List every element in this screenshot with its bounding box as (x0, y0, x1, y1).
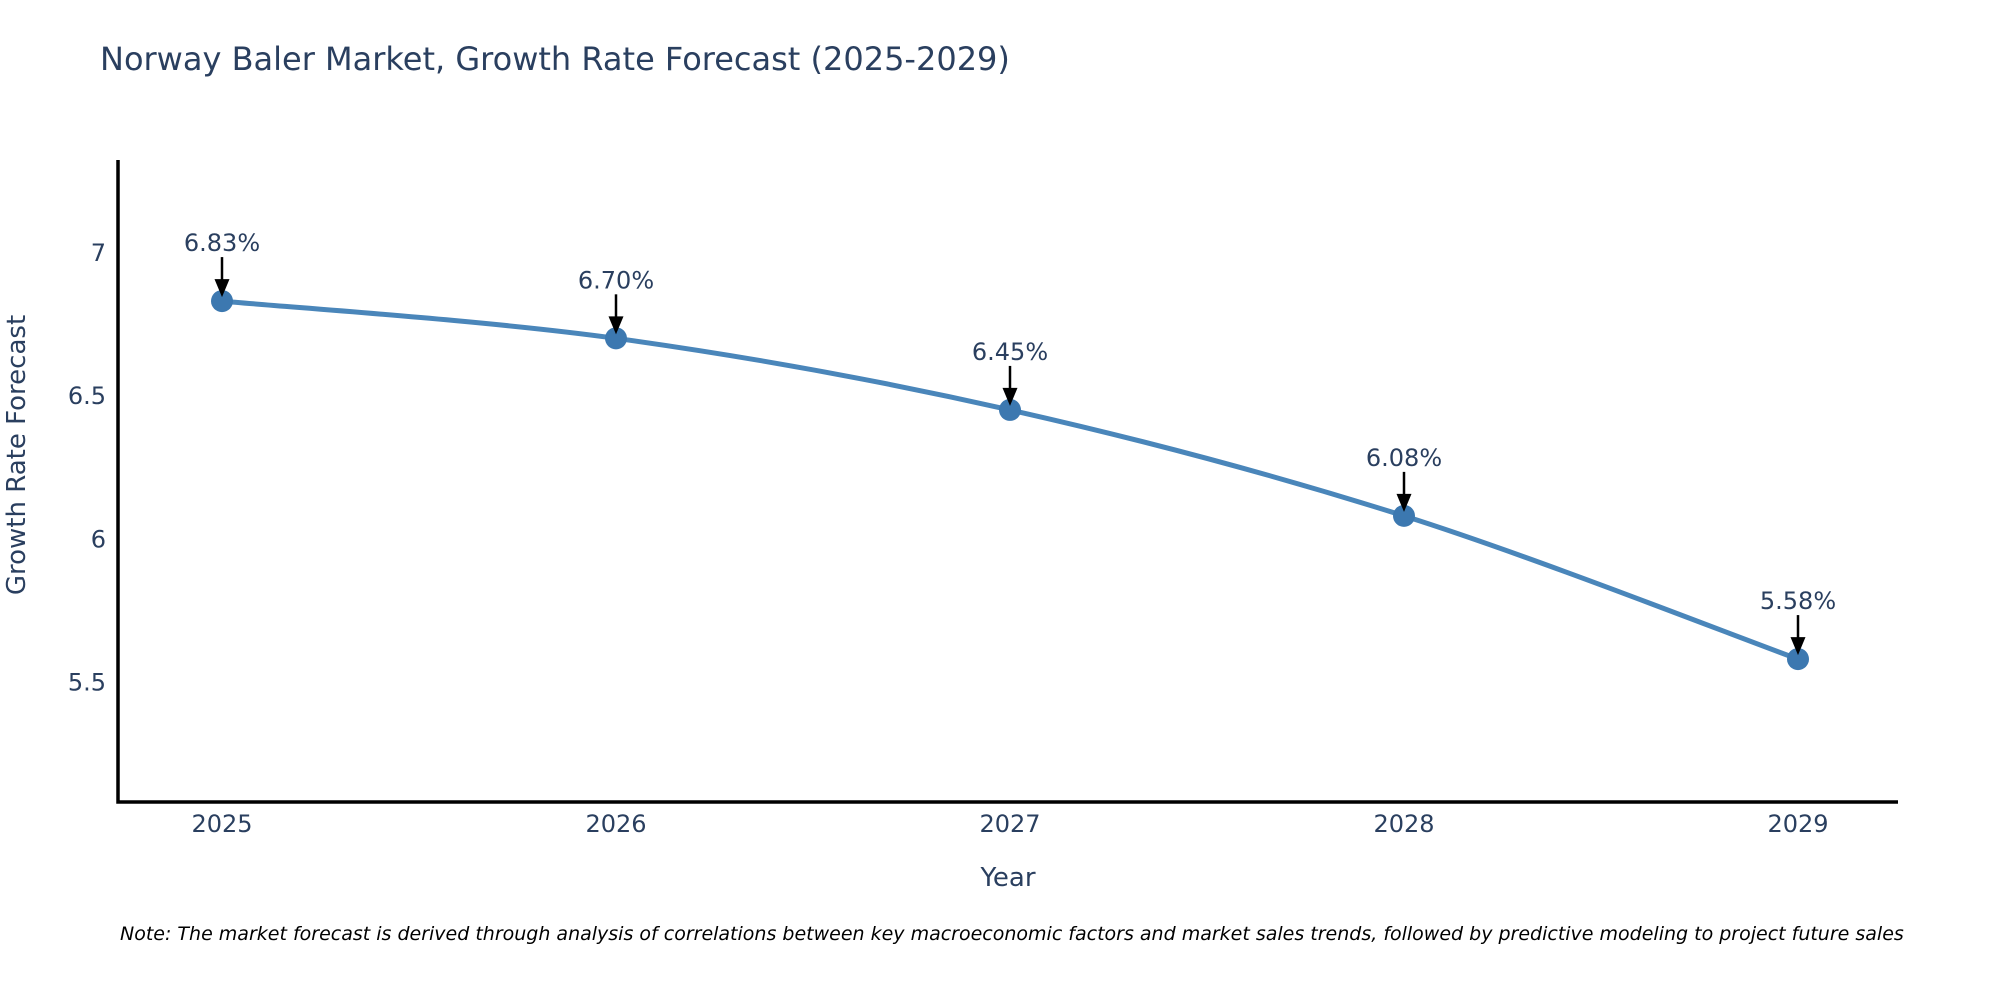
data-point-label-2028: 6.08% (1366, 444, 1442, 472)
annotation-arrow-head-2029 (1790, 637, 1806, 656)
axis-lines (116, 160, 1898, 804)
chart-title: Norway Baler Market, Growth Rate Forecas… (100, 40, 1010, 78)
x-tick-2026: 2026 (585, 810, 646, 838)
y-tick-5.5: 5.5 (68, 669, 106, 697)
data-point-2027 (999, 398, 1021, 421)
data-point-2029 (1787, 648, 1809, 671)
data-point-2028 (1393, 504, 1415, 527)
data-point-label-2026: 6.70% (578, 266, 654, 294)
y-tick-7: 7 (91, 239, 106, 267)
data-point-2026 (605, 327, 627, 350)
x-tick-2025: 2025 (191, 810, 252, 838)
data-point-label-2025: 6.83% (184, 229, 260, 257)
data-point-2025 (211, 290, 233, 313)
y-tick-6.5: 6.5 (68, 382, 106, 410)
plot-area: 5.5 6 6.5 7 2025 2026 2027 2028 2029 6.83% 6.70% 6.… (68, 160, 1898, 838)
annotation-arrow-head-2026 (608, 316, 624, 335)
y-axis-title: Growth Rate Forecast (2, 315, 32, 595)
x-tick-2027: 2027 (979, 810, 1040, 838)
chart-note: Note: The market forecast is derived thr… (120, 923, 1904, 945)
x-axis-title: Year (979, 863, 1035, 893)
data-point-label-2029: 5.58% (1760, 587, 1836, 615)
annotation-arrow-head-2028 (1396, 493, 1412, 512)
annotation-arrow-head-2027 (1002, 387, 1018, 406)
data-point-label-2027: 6.45% (972, 338, 1048, 366)
x-tick-2028: 2028 (1373, 810, 1434, 838)
annotation-arrow-head-2025 (214, 279, 230, 298)
x-tick-2029: 2029 (1767, 810, 1828, 838)
y-tick-6: 6 (91, 525, 106, 553)
